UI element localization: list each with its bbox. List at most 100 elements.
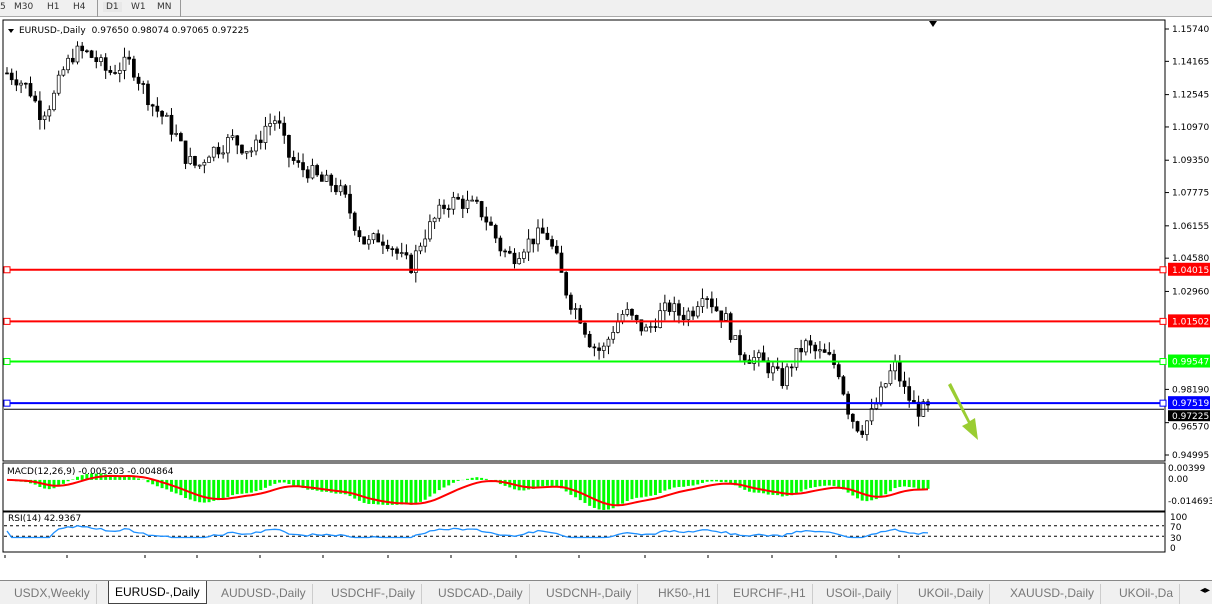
line-handle-icon[interactable] bbox=[3, 317, 11, 325]
timeframe-W1[interactable]: W1 bbox=[131, 2, 146, 12]
down-arrow-icon[interactable] bbox=[948, 383, 978, 440]
tab-hk50-h1[interactable]: HK50-,H1 bbox=[652, 584, 718, 604]
candle bbox=[56, 74, 61, 94]
candle bbox=[756, 352, 761, 358]
candle bbox=[437, 204, 442, 219]
tab-eurusd-daily[interactable]: EURUSD-,Daily bbox=[108, 581, 207, 604]
candle bbox=[479, 201, 484, 218]
timeframe-5[interactable]: 5 bbox=[0, 2, 6, 12]
macd-panel-frame bbox=[2, 462, 1166, 512]
candle bbox=[860, 430, 865, 435]
candle bbox=[644, 326, 648, 332]
candle bbox=[475, 199, 479, 202]
candle bbox=[653, 326, 658, 328]
candle bbox=[211, 146, 216, 158]
candle bbox=[691, 310, 695, 317]
toolbar-separator bbox=[180, 0, 181, 17]
candle bbox=[5, 72, 9, 75]
line-handle-icon[interactable] bbox=[1159, 266, 1167, 274]
tab-xauusd-daily[interactable]: XAUUSD-,Daily bbox=[1004, 584, 1102, 604]
candle bbox=[526, 238, 531, 253]
rsi-panel-frame bbox=[2, 511, 1166, 553]
candle bbox=[132, 58, 136, 78]
candle bbox=[155, 105, 160, 112]
line-handle-icon[interactable] bbox=[3, 399, 11, 407]
candle bbox=[569, 294, 573, 310]
candle bbox=[174, 133, 179, 135]
price-tick-label: 1.04580 bbox=[1172, 254, 1209, 264]
main-chart-frame bbox=[2, 19, 1166, 462]
timeframe-H1[interactable]: H1 bbox=[47, 2, 60, 12]
tab-ukoil-da[interactable]: UKOil-,Da bbox=[1113, 584, 1181, 604]
tab-ukoil-daily[interactable]: UKOil-,Daily bbox=[912, 584, 991, 604]
candle bbox=[789, 366, 794, 369]
chart-shift-marker-icon[interactable] bbox=[929, 21, 937, 27]
candle bbox=[348, 193, 352, 214]
candle bbox=[775, 366, 780, 369]
line-handle-icon[interactable] bbox=[1159, 399, 1167, 407]
price-chart[interactable]: 1.15740 1.14165 1.12545 1.10970 1.09350 1.077… bbox=[0, 18, 1212, 558]
price-label-bg bbox=[1168, 354, 1210, 368]
line-handle-icon[interactable] bbox=[1159, 317, 1167, 325]
candle bbox=[879, 386, 883, 405]
line-handle-icon[interactable] bbox=[1159, 358, 1167, 366]
timeframe-M30[interactable]: M30 bbox=[14, 2, 34, 12]
candle bbox=[33, 95, 38, 102]
tab-usdchf-daily[interactable]: USDCHF-,Daily bbox=[325, 584, 422, 604]
candle bbox=[785, 366, 789, 387]
candle bbox=[672, 303, 677, 312]
candle bbox=[221, 152, 226, 155]
candle bbox=[865, 420, 869, 435]
line-handle-icon[interactable] bbox=[3, 266, 11, 274]
tab-usdcad-daily[interactable]: USDCAD-,Daily bbox=[432, 584, 530, 604]
candle bbox=[606, 338, 611, 347]
timeframe-D1[interactable]: D1 bbox=[103, 2, 122, 12]
tab-usoil-daily[interactable]: USOil-,Daily bbox=[820, 584, 899, 604]
candle bbox=[907, 386, 912, 401]
candle bbox=[108, 70, 113, 73]
candle bbox=[813, 344, 818, 352]
candle bbox=[794, 347, 799, 368]
candle bbox=[893, 361, 897, 372]
candle bbox=[399, 252, 404, 254]
candle bbox=[38, 100, 42, 120]
candle bbox=[117, 70, 122, 74]
candle bbox=[681, 314, 686, 321]
tab-usdcnh-daily[interactable]: USDCNH-,Daily bbox=[540, 584, 639, 604]
candle bbox=[179, 133, 183, 142]
tab-usdx-weekly[interactable]: USDX,Weekly bbox=[8, 584, 97, 604]
candle bbox=[319, 174, 324, 182]
candle bbox=[301, 162, 305, 171]
candle bbox=[498, 237, 503, 252]
candle bbox=[522, 251, 526, 259]
candle bbox=[630, 308, 634, 316]
candle bbox=[554, 245, 559, 254]
timeframe-MN[interactable]: MN bbox=[157, 2, 172, 12]
candle bbox=[136, 76, 141, 84]
candle bbox=[47, 109, 52, 117]
candle bbox=[89, 50, 94, 58]
candle bbox=[226, 137, 230, 154]
price-tick-label: 1.12545 bbox=[1172, 91, 1209, 101]
candle bbox=[409, 254, 413, 273]
tab-scroll-arrows-icon[interactable]: ◂▸ bbox=[1199, 585, 1210, 596]
candle bbox=[470, 199, 475, 202]
tab-audusd-daily[interactable]: AUDUSD-,Daily bbox=[215, 584, 313, 604]
candle bbox=[230, 135, 235, 138]
collapse-triangle-icon[interactable] bbox=[8, 29, 14, 33]
candle bbox=[272, 120, 277, 124]
tab-eurchf-h1[interactable]: EURCHF-,H1 bbox=[727, 584, 813, 604]
candle bbox=[869, 408, 874, 422]
price-label-bg bbox=[1168, 314, 1210, 328]
candle bbox=[418, 245, 423, 252]
candle bbox=[634, 314, 639, 321]
candle bbox=[188, 156, 193, 164]
candle bbox=[836, 364, 841, 378]
candle bbox=[601, 345, 606, 351]
candle bbox=[738, 335, 742, 356]
candle bbox=[296, 160, 301, 163]
candle bbox=[700, 298, 705, 307]
hline-price-label: 1.04015 bbox=[1172, 266, 1209, 276]
timeframe-H4[interactable]: H4 bbox=[73, 2, 86, 12]
line-handle-icon[interactable] bbox=[3, 358, 11, 366]
